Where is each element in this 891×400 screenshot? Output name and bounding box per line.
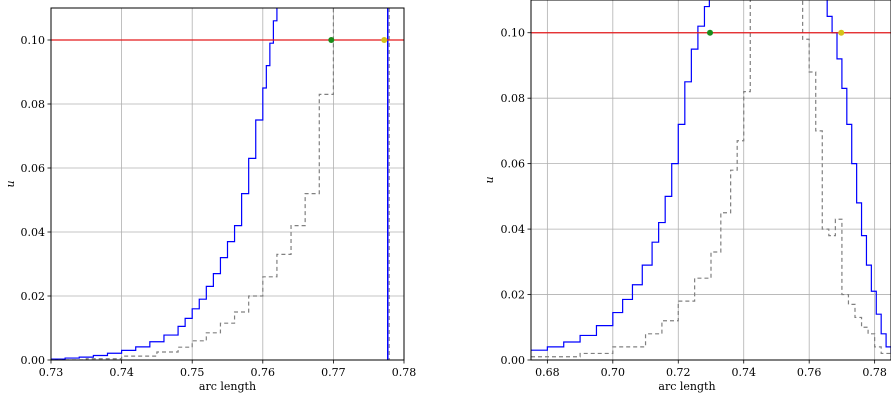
marker-point <box>328 37 335 43</box>
axes-frame <box>50 7 405 361</box>
y-tick-label: 0.00 <box>501 354 526 367</box>
y-tick-label: 0.02 <box>21 290 46 303</box>
x-tick-label: 0.77 <box>321 366 346 379</box>
y-tick-label: 0.06 <box>501 158 526 171</box>
x-tick-label: 0.68 <box>535 366 560 379</box>
y-tick-label: 0.10 <box>501 27 526 40</box>
y-tick-label: 0.10 <box>21 34 46 47</box>
marker-point <box>838 29 845 36</box>
plot-1: 0.73 0.74 0.75 0.76 0.77 0.78 0.00 0.02 0.04 0.06… <box>4 7 417 393</box>
x-tick-label: 0.76 <box>797 366 822 379</box>
y-tick-label: 0.04 <box>501 223 526 236</box>
marker-point <box>381 37 388 43</box>
y-axis-label: u <box>4 180 17 187</box>
x-tick-label: 0.76 <box>251 366 276 379</box>
plot-2: 0.68 0.70 0.72 0.74 0.76 0.78 0.00 0.02 0.04 0.06… <box>483 0 891 393</box>
x-tick-label: 0.70 <box>601 366 626 379</box>
y-tick-label: 0.00 <box>21 354 46 367</box>
series-dashed-line <box>802 0 891 357</box>
y-tick-label: 0.04 <box>21 226 46 239</box>
x-tick-label: 0.78 <box>862 366 887 379</box>
axes-frame <box>530 0 891 361</box>
series-dashed-line <box>51 8 334 360</box>
y-tick-label: 0.08 <box>501 92 526 105</box>
x-axis-label: arc length <box>199 380 256 393</box>
series-solid-line <box>826 0 891 354</box>
plot-area <box>51 8 404 360</box>
x-tick-label: 0.78 <box>392 366 417 379</box>
y-axis-label: u <box>483 176 496 183</box>
x-axis-label: arc length <box>658 380 715 393</box>
marker-point <box>707 29 714 36</box>
x-tick-label: 0.73 <box>39 366 64 379</box>
y-tick-label: 0.06 <box>21 162 46 175</box>
series-dashed-line <box>531 0 751 358</box>
plot-area <box>531 0 891 358</box>
series-solid-line <box>51 8 278 360</box>
y-tick-label: 0.08 <box>21 98 46 111</box>
x-tick-label: 0.74 <box>109 366 134 379</box>
y-tick-label: 0.02 <box>501 289 526 302</box>
x-tick-label: 0.72 <box>666 366 691 379</box>
x-tick-label: 0.74 <box>731 366 756 379</box>
x-tick-label: 0.75 <box>180 366 205 379</box>
series-solid-line <box>531 0 710 351</box>
